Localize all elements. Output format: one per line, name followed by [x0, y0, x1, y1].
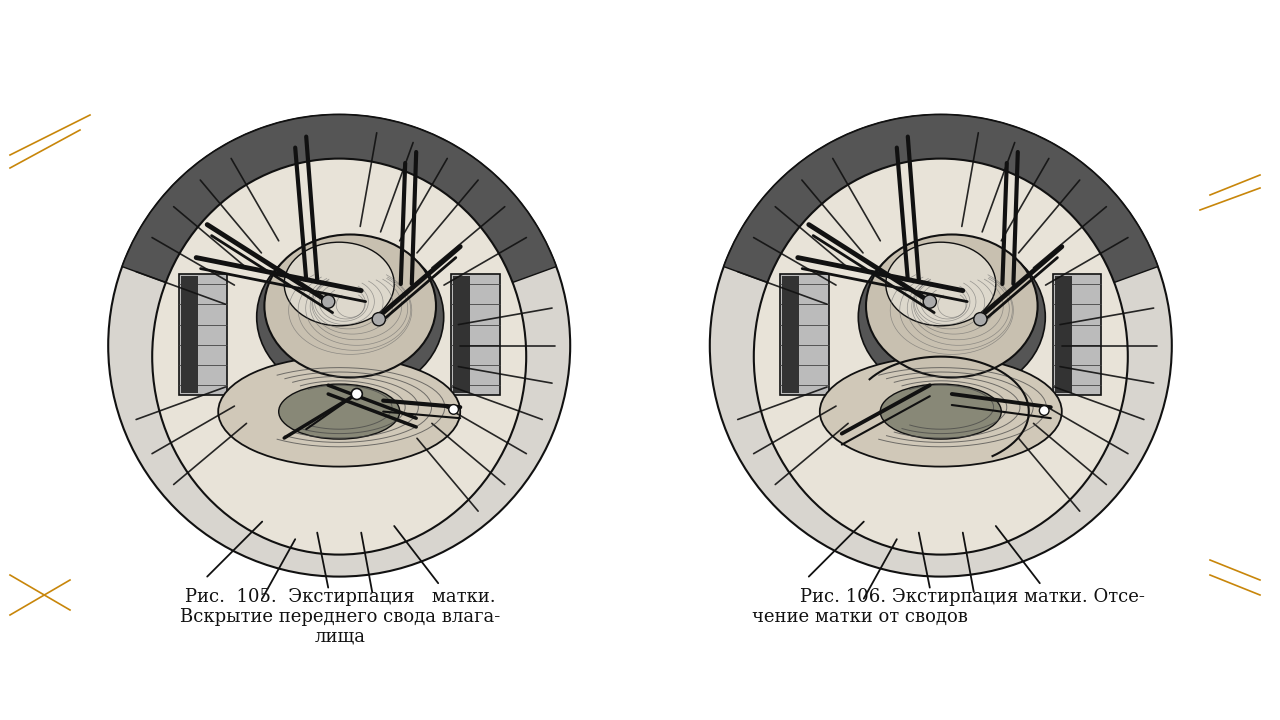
FancyBboxPatch shape: [179, 274, 227, 395]
Circle shape: [923, 295, 937, 308]
Circle shape: [109, 114, 570, 577]
Ellipse shape: [867, 235, 1038, 377]
Circle shape: [1039, 405, 1050, 415]
Text: Рис. 106. Экстирпация матки. Отсе-: Рис. 106. Экстирпация матки. Отсе-: [800, 588, 1144, 606]
FancyBboxPatch shape: [782, 276, 799, 393]
FancyBboxPatch shape: [781, 274, 828, 395]
Ellipse shape: [819, 356, 1062, 467]
Circle shape: [351, 389, 362, 400]
Ellipse shape: [859, 238, 1046, 396]
FancyBboxPatch shape: [1053, 274, 1101, 395]
Text: чение матки от сводов: чение матки от сводов: [753, 608, 968, 626]
Circle shape: [710, 114, 1171, 577]
FancyBboxPatch shape: [180, 276, 197, 393]
Text: лища: лища: [315, 628, 366, 646]
Ellipse shape: [279, 384, 399, 439]
FancyBboxPatch shape: [1055, 276, 1071, 393]
Ellipse shape: [265, 235, 436, 377]
Ellipse shape: [257, 238, 444, 396]
FancyBboxPatch shape: [452, 274, 499, 395]
Ellipse shape: [881, 384, 1001, 439]
Circle shape: [974, 312, 987, 326]
Wedge shape: [723, 114, 1158, 346]
FancyBboxPatch shape: [453, 276, 470, 393]
Circle shape: [321, 295, 335, 308]
Text: Вскрытие переднего свода влага-: Вскрытие переднего свода влага-: [180, 608, 500, 626]
Ellipse shape: [754, 158, 1128, 554]
Ellipse shape: [218, 356, 461, 467]
Circle shape: [372, 312, 385, 326]
Ellipse shape: [152, 158, 526, 554]
Ellipse shape: [886, 242, 996, 325]
Ellipse shape: [284, 242, 394, 325]
Circle shape: [449, 405, 458, 414]
Text: Рис.  105.  Экстирпация   матки.: Рис. 105. Экстирпация матки.: [184, 588, 495, 606]
Wedge shape: [122, 114, 557, 346]
